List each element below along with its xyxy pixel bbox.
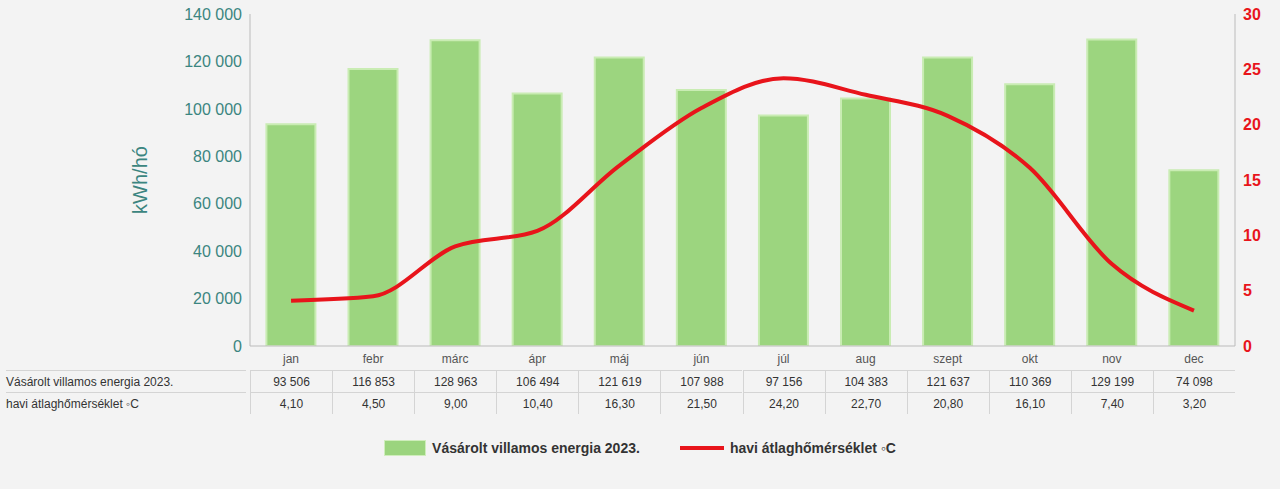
svg-text:25: 25	[1243, 61, 1261, 78]
svg-text:60 000: 60 000	[193, 195, 242, 212]
html-text:16,30: 16,30	[604, 397, 635, 411]
html-text:121 619: 121 619	[598, 375, 642, 389]
svg-text:20 000: 20 000	[193, 290, 242, 307]
svg-text:nov: nov	[1102, 352, 1121, 366]
html-text:106 494: 106 494	[516, 375, 560, 389]
svg-text:10: 10	[1243, 227, 1261, 244]
svg-text:máj: máj	[610, 352, 629, 366]
html-text:93 506: 93 506	[273, 375, 310, 389]
svg-text:szept: szept	[933, 352, 962, 366]
html-text:20,80: 20,80	[933, 397, 964, 411]
html-text:116 853: 116 853	[352, 375, 395, 389]
html-text:128 963: 128 963	[434, 375, 478, 389]
html-text:havi átlaghőmérséklet ◦C: havi átlaghőmérséklet ◦C	[729, 440, 896, 456]
html-text:107 988: 107 988	[680, 375, 724, 389]
svg-text:0: 0	[1243, 338, 1252, 355]
svg-text:80 000: 80 000	[193, 148, 242, 165]
html-text:Vásárolt villamos energia 2023: Vásárolt villamos energia 2023.	[432, 440, 640, 456]
svg-text:5: 5	[1243, 282, 1252, 299]
html-text:21,50: 21,50	[686, 397, 717, 411]
svg-text:40 000: 40 000	[193, 243, 242, 260]
svg-text:20: 20	[1243, 116, 1261, 133]
html-text:16,10: 16,10	[1015, 397, 1046, 411]
html-text:7,40: 7,40	[1100, 397, 1124, 411]
svg-text:jan: jan	[282, 352, 299, 366]
html-text:110 369: 110 369	[1009, 375, 1052, 389]
html-text:3,20: 3,20	[1182, 397, 1207, 411]
html-text:129 199: 129 199	[1090, 375, 1135, 389]
html-text:4,50: 4,50	[361, 397, 386, 411]
svg-text:okt: okt	[1022, 352, 1039, 366]
html-text:Vásárolt villamos energia 2023: Vásárolt villamos energia 2023.	[6, 375, 174, 389]
svg-text:dec: dec	[1184, 352, 1203, 366]
html-text:9,00: 9,00	[444, 397, 468, 411]
html-text:24,20: 24,20	[769, 397, 799, 411]
svg-text:ápr: ápr	[529, 352, 546, 366]
svg-text:140 000: 140 000	[184, 6, 242, 23]
svg-text:15: 15	[1243, 172, 1261, 189]
html-text:97 156: 97 156	[765, 375, 803, 389]
svg-text:kWh/hó: kWh/hó	[129, 146, 151, 214]
html-text:104 383: 104 383	[844, 375, 888, 389]
html-text:10,40: 10,40	[522, 397, 553, 411]
svg-text:0: 0	[233, 338, 242, 355]
svg-text:febr: febr	[363, 352, 384, 366]
html-text:74 098: 74 098	[1176, 375, 1213, 389]
svg-text:100 000: 100 000	[184, 101, 242, 118]
svg-text:aug: aug	[856, 352, 876, 366]
svg-text:30: 30	[1243, 6, 1261, 23]
html-text:havi átlaghőmérséklet ◦C: havi átlaghőmérséklet ◦C	[6, 397, 139, 411]
html-text:4,10: 4,10	[279, 397, 304, 411]
svg-text:jún: jún	[692, 352, 709, 366]
html-text:22,70: 22,70	[851, 397, 882, 411]
svg-text:júl: júl	[777, 352, 790, 366]
svg-text:márc: márc	[442, 352, 469, 366]
svg-text:120 000: 120 000	[184, 53, 242, 70]
html-text:121 637: 121 637	[926, 375, 970, 389]
